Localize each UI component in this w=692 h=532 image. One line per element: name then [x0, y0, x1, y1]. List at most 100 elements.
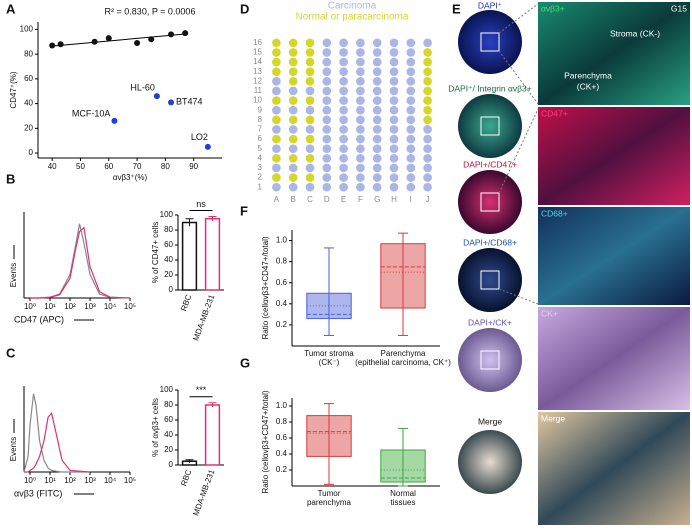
- row-label: 15: [253, 48, 262, 57]
- tissue-dot: [322, 67, 332, 77]
- y-tick-label: 20: [24, 123, 33, 132]
- tissue-dot: [423, 163, 432, 173]
- point-label: MCF-10A: [72, 108, 111, 118]
- y-tick-label: 0.6: [276, 278, 288, 287]
- col-label: I: [410, 195, 412, 204]
- bar: [204, 218, 221, 291]
- tissue-dot: [389, 48, 399, 57]
- tissue-dot: [423, 57, 432, 67]
- micrograph: [538, 307, 690, 410]
- micrograph: [538, 2, 690, 105]
- row-label: 5: [258, 144, 263, 153]
- x-tick-label: 90: [189, 162, 198, 171]
- tissue-dot: [406, 134, 416, 144]
- micrograph: [458, 94, 522, 158]
- point: [57, 41, 64, 48]
- panel-label: F: [240, 203, 248, 218]
- tissue-dot: [372, 125, 382, 134]
- tissue-dot: [356, 144, 365, 154]
- row-label: 10: [253, 96, 262, 105]
- tissue-dot: [305, 76, 315, 86]
- tissue-dot: [372, 76, 382, 86]
- tissue-dot: [423, 134, 432, 144]
- x-tick-label: 10¹: [44, 476, 56, 485]
- tissue-dot: [322, 163, 332, 173]
- x-tick-label: 10²: [64, 302, 76, 311]
- tissue-dot: [406, 48, 416, 57]
- point: [105, 35, 112, 42]
- trend-line: [52, 33, 189, 47]
- tissue-dot: [339, 105, 348, 115]
- y-axis-label: CD47⁺(%): [9, 71, 18, 108]
- y-tick-label: 60: [164, 240, 173, 249]
- micrograph: [458, 10, 522, 74]
- x-tick-label: 10⁰: [24, 476, 36, 485]
- tissue-dot: [272, 125, 281, 134]
- tissue-dot: [305, 67, 315, 77]
- tissue-dot: [423, 125, 432, 134]
- image-label: Merge: [541, 413, 565, 423]
- annotation: R² = 0.830, P = 0.0006: [105, 6, 196, 16]
- tissue-dot: [406, 163, 416, 173]
- x-tick-label: 10³: [84, 302, 96, 311]
- y-tick-label: 0.8: [276, 257, 288, 266]
- tissue-dot: [356, 67, 365, 77]
- roi-box: [480, 192, 500, 212]
- significance: ns: [196, 199, 206, 209]
- tissue-dot: [372, 144, 382, 154]
- tissue-dot: [356, 125, 365, 134]
- tissue-dot: [305, 115, 315, 125]
- tissue-dot: [406, 115, 416, 125]
- row-label: 1: [258, 182, 263, 191]
- tissue-dot: [389, 144, 399, 154]
- image-label: G15: [671, 3, 687, 13]
- tissue-dot: [339, 48, 348, 57]
- tissue-dot: [339, 115, 348, 125]
- col-label: E: [341, 195, 346, 204]
- micrograph: [458, 248, 522, 312]
- tissue-dot: [423, 48, 432, 57]
- x-tick-label: (epithelial carcinoma, CK⁺): [355, 358, 451, 367]
- tissue-dot: [272, 96, 281, 105]
- point: [148, 36, 155, 43]
- tissue-dot: [356, 86, 365, 96]
- tissue-dot: [339, 38, 348, 48]
- tissue-dot: [389, 76, 399, 86]
- tissue-dot: [272, 182, 281, 192]
- y-tick-label: 0.4: [276, 449, 288, 458]
- tissue-dot: [322, 115, 332, 125]
- col-label: J: [426, 195, 430, 204]
- x-tick-label: 10²: [64, 476, 76, 485]
- tissue-dot: [389, 115, 399, 125]
- histogram-curve: [30, 226, 131, 299]
- box: [380, 449, 426, 483]
- tissue-dot: [288, 86, 298, 96]
- y-tick-label: 0.2: [276, 320, 288, 329]
- box: [380, 243, 426, 309]
- x-tick-label: 10⁴: [104, 302, 117, 311]
- tissue-dot: [423, 173, 432, 182]
- tissue-dot: [339, 57, 348, 67]
- y-tick-label: 0: [29, 148, 34, 157]
- tissue-dot: [288, 125, 298, 134]
- x-tick-label: tissues: [391, 498, 416, 507]
- tissue-dot: [339, 134, 348, 144]
- panel-label: E: [452, 1, 461, 16]
- tissue-dot: [372, 67, 382, 77]
- tissue-dot: [288, 67, 298, 77]
- legend-entry: Carcinoma: [328, 1, 377, 12]
- y-tick-label: 60: [24, 74, 33, 83]
- tissue-dot: [272, 48, 281, 57]
- tissue-dot: [288, 96, 298, 105]
- x-tick-label: 60: [104, 162, 113, 171]
- region-label: Stroma (CK-): [610, 28, 660, 38]
- tissue-dot: [423, 86, 432, 96]
- col-label: H: [391, 195, 397, 204]
- x-tick-label: Tumor: [318, 489, 341, 498]
- row-label: 12: [253, 76, 262, 85]
- image-label: Merge: [478, 416, 502, 426]
- tissue-dot: [339, 144, 348, 154]
- point: [134, 40, 141, 47]
- tissue-dot: [389, 38, 399, 48]
- connector: [498, 3, 539, 34]
